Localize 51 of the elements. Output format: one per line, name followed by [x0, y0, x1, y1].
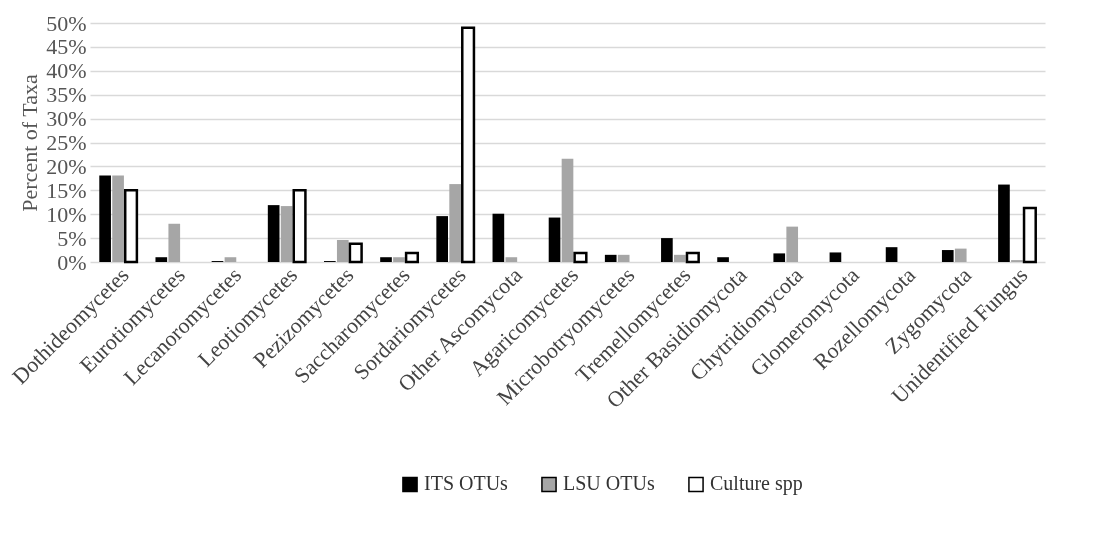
bar [292, 189, 307, 264]
bar [954, 248, 967, 262]
y-tick-label: 10% [46, 201, 87, 227]
bar [661, 238, 673, 262]
bar [604, 254, 617, 262]
bar [998, 184, 1010, 262]
legend-label: ITS OTUs [424, 472, 509, 495]
bar [112, 175, 124, 262]
bar [717, 257, 729, 262]
bar [99, 175, 111, 262]
y-tick-label: 20% [46, 153, 87, 179]
bar [617, 254, 630, 262]
y-tick-label: 15% [46, 177, 87, 203]
bar [786, 226, 799, 262]
bar [505, 257, 518, 262]
y-axis-title: Percent of Taxa [17, 74, 43, 212]
bar [492, 213, 505, 262]
legend-label: LSU OTUs [563, 472, 655, 495]
bar [941, 250, 954, 262]
bar [267, 205, 280, 262]
y-tick-label: 0% [57, 249, 87, 275]
bar [773, 253, 786, 262]
bar [280, 206, 293, 262]
bar [573, 251, 588, 264]
y-tick-label: 30% [46, 106, 87, 132]
y-tick-label: 40% [46, 58, 87, 84]
bar [436, 216, 449, 262]
y-tick-label: 45% [46, 34, 87, 60]
y-tick-label: 25% [46, 130, 87, 155]
bar [393, 257, 405, 262]
bar [548, 217, 561, 262]
bar [348, 242, 363, 264]
bar [461, 26, 476, 264]
y-tick-label: 50% [46, 10, 87, 36]
bar [449, 184, 461, 262]
bar [829, 252, 842, 262]
bar [336, 240, 349, 262]
y-tick-label: 5% [57, 225, 87, 251]
bar [404, 251, 420, 264]
y-tick-label: 35% [46, 82, 87, 108]
bar [168, 223, 181, 262]
bar [561, 158, 574, 262]
bar [885, 247, 898, 262]
legend-label: Culture spp [710, 472, 803, 496]
bar [155, 257, 168, 262]
bar [380, 257, 392, 262]
bar [674, 254, 686, 262]
bar [1022, 206, 1037, 264]
bar [224, 257, 237, 262]
bar [685, 251, 700, 264]
bar [123, 189, 139, 264]
